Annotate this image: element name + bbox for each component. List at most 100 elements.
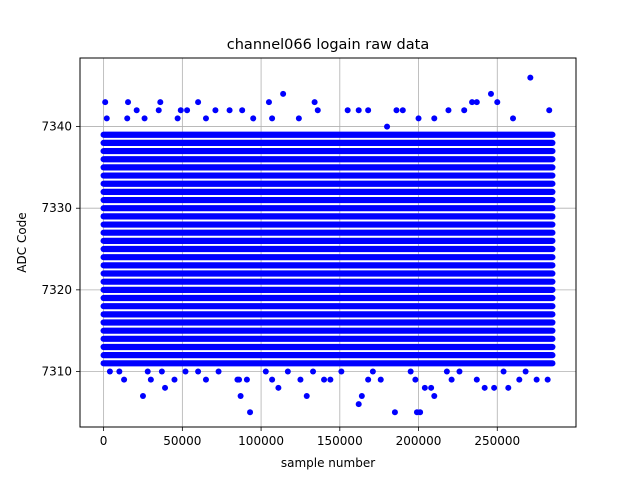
x-tick-label: 100000 xyxy=(238,434,284,448)
data-point xyxy=(456,368,463,375)
x-tick-label: 150000 xyxy=(317,434,363,448)
data-point xyxy=(533,376,540,383)
data-point xyxy=(314,107,321,114)
data-point xyxy=(369,368,376,375)
data-point xyxy=(393,107,400,114)
y-tick-label: 7310 xyxy=(41,364,72,378)
data-points xyxy=(100,74,556,416)
data-point xyxy=(237,392,244,399)
data-point xyxy=(415,115,422,122)
data-point xyxy=(250,115,257,122)
data-point xyxy=(155,107,162,114)
data-point xyxy=(102,99,109,106)
data-point xyxy=(311,99,318,106)
data-point xyxy=(522,368,529,375)
x-tick-label: 250000 xyxy=(474,434,520,448)
y-tick-label: 7320 xyxy=(41,283,72,297)
data-point xyxy=(546,107,553,114)
data-point xyxy=(510,115,517,122)
x-axis-title: sample number xyxy=(281,456,375,470)
data-point xyxy=(295,115,302,122)
data-point xyxy=(516,376,523,383)
data-point xyxy=(243,376,250,383)
data-point xyxy=(125,99,132,106)
data-point xyxy=(212,107,219,114)
data-point xyxy=(280,90,287,97)
data-point xyxy=(338,368,345,375)
data-point xyxy=(399,107,406,114)
data-point xyxy=(121,376,128,383)
data-point xyxy=(500,368,507,375)
data-point xyxy=(428,384,435,391)
data-point xyxy=(177,107,184,114)
data-point xyxy=(491,384,498,391)
data-point xyxy=(239,107,246,114)
data-point xyxy=(310,368,317,375)
data-point xyxy=(202,115,209,122)
data-point xyxy=(106,368,113,375)
data-point xyxy=(505,384,512,391)
data-point xyxy=(445,107,452,114)
data-point xyxy=(171,376,178,383)
data-point xyxy=(184,107,191,114)
data-point xyxy=(124,115,131,122)
data-point xyxy=(391,409,398,416)
data-point xyxy=(269,376,276,383)
data-point xyxy=(139,392,146,399)
data-point xyxy=(195,368,202,375)
data-point xyxy=(215,368,222,375)
data-point xyxy=(157,99,164,106)
data-point xyxy=(247,409,254,416)
data-point xyxy=(417,409,424,416)
data-point xyxy=(461,107,468,114)
plot-frame xyxy=(79,57,577,428)
data-point xyxy=(297,376,304,383)
data-point xyxy=(355,401,362,408)
data-point xyxy=(144,368,151,375)
data-point xyxy=(236,376,243,383)
data-point xyxy=(494,99,501,106)
x-tick-label: 200000 xyxy=(396,434,442,448)
data-point xyxy=(103,115,110,122)
data-point xyxy=(527,74,534,81)
data-point xyxy=(412,376,419,383)
data-point xyxy=(443,368,450,375)
y-axis-title: ADC Code xyxy=(15,212,29,272)
data-point xyxy=(182,368,189,375)
data-point xyxy=(174,115,181,122)
x-tick-label: 0 xyxy=(100,434,108,448)
data-point xyxy=(162,384,169,391)
data-point xyxy=(377,376,384,383)
data-point xyxy=(262,368,269,375)
data-point xyxy=(448,376,455,383)
data-point xyxy=(481,384,488,391)
data-point xyxy=(275,384,282,391)
data-point xyxy=(147,376,154,383)
data-point xyxy=(473,99,480,106)
data-point xyxy=(431,115,438,122)
data-point xyxy=(407,368,414,375)
axis-ticks: 0 50000 100000 150000 200000 250000 7310 7320 73… xyxy=(41,120,520,448)
data-point xyxy=(358,392,365,399)
data-point xyxy=(284,368,291,375)
chart-title: channel066 logain raw data xyxy=(227,37,429,53)
data-point xyxy=(344,107,351,114)
data-point xyxy=(487,90,494,97)
y-tick-label: 7340 xyxy=(41,120,72,134)
x-tick-label: 50000 xyxy=(163,434,201,448)
data-point xyxy=(133,107,140,114)
data-point xyxy=(269,115,276,122)
data-point xyxy=(431,392,438,399)
data-point xyxy=(202,376,209,383)
data-point xyxy=(473,376,480,383)
data-point xyxy=(365,107,372,114)
data-point xyxy=(365,376,372,383)
y-tick-label: 7330 xyxy=(41,201,72,215)
data-point xyxy=(195,99,202,106)
data-point xyxy=(303,392,310,399)
data-point xyxy=(544,376,551,383)
data-point xyxy=(355,107,362,114)
data-point xyxy=(141,115,148,122)
data-point xyxy=(321,376,328,383)
